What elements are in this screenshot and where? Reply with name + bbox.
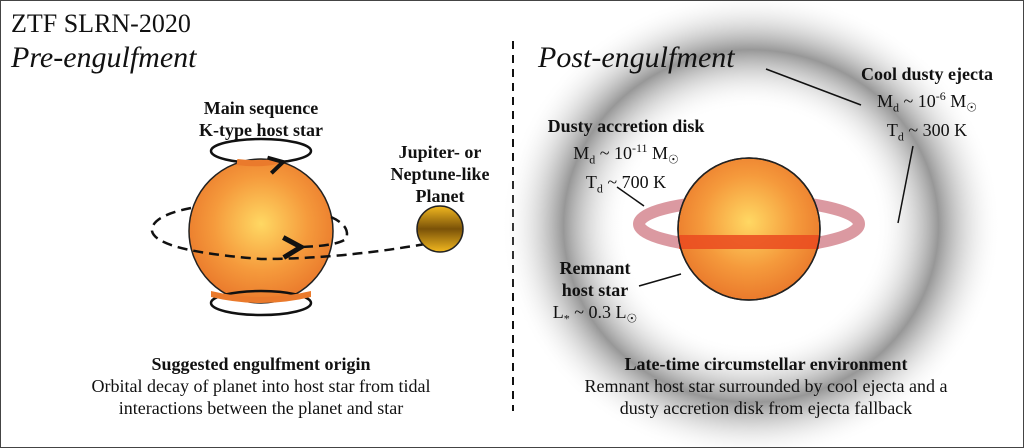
- left-heading: Pre-engulfment: [11, 41, 197, 74]
- left-caption-line: Orbital decay of planet into host star f…: [91, 376, 431, 396]
- host-star: [188, 158, 334, 304]
- star-label-line: Main sequence: [203, 98, 319, 118]
- star-label: Main sequence K-type host star: [199, 97, 323, 141]
- right-caption-line: dusty accretion disk from ejecta fallbac…: [619, 398, 913, 418]
- disk-temp: 700 K: [621, 171, 667, 192]
- remnant-label: Remnant host star L* ~ 0.3 L☉: [552, 258, 638, 326]
- ejecta-mass-exp: -6: [935, 89, 946, 103]
- right-caption-title: Late-time circumstellar environment: [624, 354, 908, 374]
- disk-title: Dusty accretion disk: [547, 116, 705, 136]
- planet-label-line: Planet: [415, 186, 465, 206]
- remnant-title: Remnant: [559, 258, 631, 278]
- right-caption: Late-time circumstellar environment Remn…: [585, 353, 948, 419]
- spin-arrow-bottom: [209, 289, 313, 317]
- planet-label-line: Jupiter- or: [398, 142, 482, 162]
- planet-label-line: Neptune-like: [390, 164, 490, 184]
- star-label-line: K-type host star: [199, 120, 323, 140]
- disk-mass-exp: -11: [631, 141, 648, 155]
- remnant-title: host star: [561, 280, 629, 300]
- disk-label: Dusty accretion disk Md ~ 10-11 M☉ Td ~ …: [547, 116, 705, 196]
- planet-label: Jupiter- or Neptune-like Planet: [391, 141, 490, 207]
- right-heading: Post-engulfment: [538, 41, 735, 74]
- ejecta-temp: 300 K: [922, 119, 968, 140]
- left-caption-line: interactions between the planet and star: [118, 398, 404, 418]
- ejecta-label: Cool dusty ejecta Md ~ 10-6 M☉ Td ~ 300 …: [861, 64, 993, 144]
- left-caption-title: Suggested engulfment origin: [151, 354, 371, 374]
- figure-title: ZTF SLRN-2020: [11, 9, 191, 38]
- disk-front-band: [679, 235, 819, 249]
- planet: [416, 205, 464, 253]
- remnant-lum: 0.3: [588, 302, 611, 322]
- left-caption: Suggested engulfment origin Orbital deca…: [92, 353, 431, 419]
- right-caption-line: Remnant host star surrounded by cool eje…: [584, 376, 948, 396]
- ejecta-title: Cool dusty ejecta: [861, 64, 993, 84]
